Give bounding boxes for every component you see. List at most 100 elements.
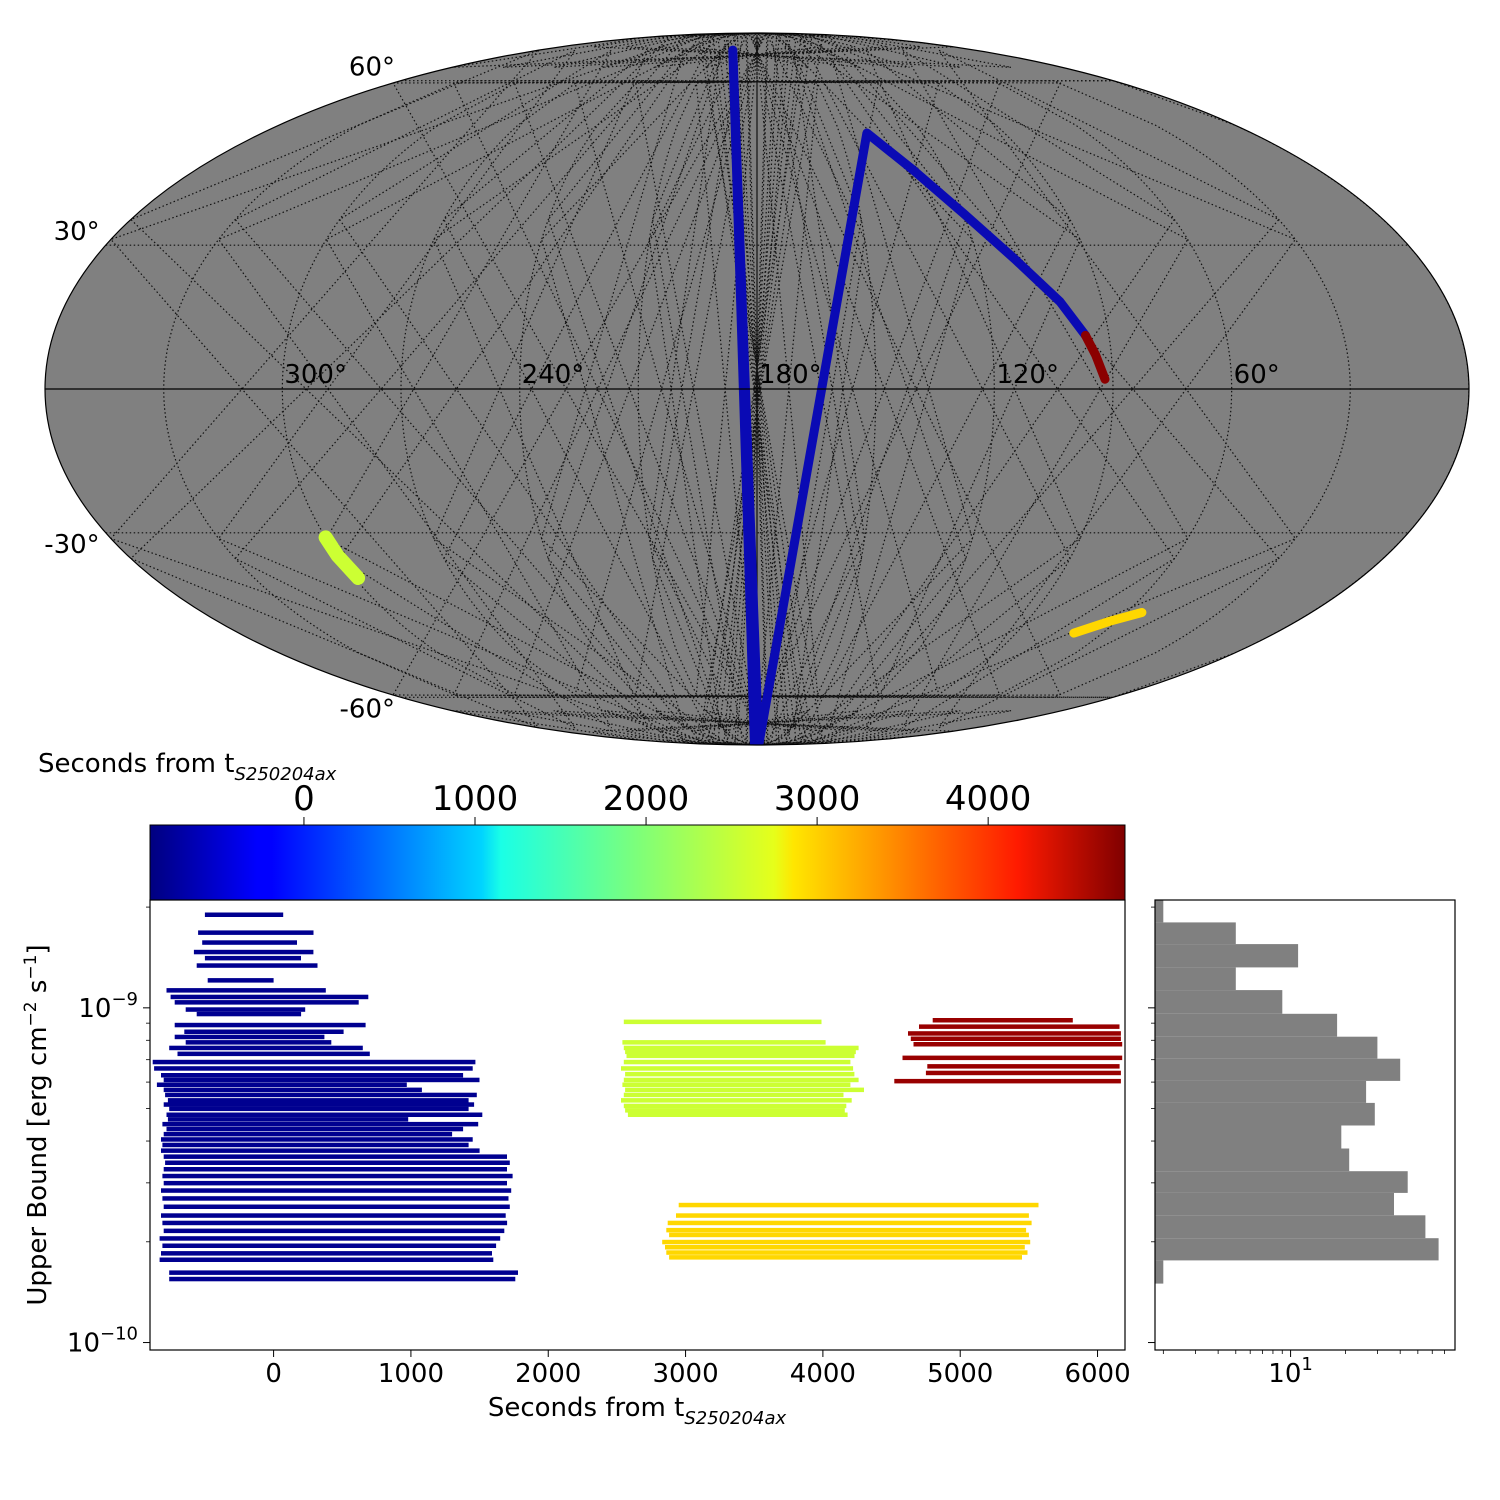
histogram-bar bbox=[1155, 1215, 1426, 1239]
histogram-bar bbox=[1155, 1148, 1350, 1172]
dec-tick-label: -60° bbox=[340, 694, 395, 724]
colorbar-label: Seconds from tS250204ax bbox=[38, 749, 337, 785]
interval-bar-dark-red bbox=[894, 1078, 1121, 1084]
interval-bar-blue bbox=[165, 1160, 510, 1165]
dec-tick-label: 30° bbox=[54, 217, 100, 247]
interval-bar-gold bbox=[667, 1220, 1032, 1226]
interval-bar-gold bbox=[662, 1239, 1031, 1245]
colorbar-gradient bbox=[149, 824, 1126, 901]
interval-bar-blue bbox=[162, 1196, 509, 1201]
x-tick-label: 0 bbox=[265, 1359, 282, 1389]
x-tick-label: 6000 bbox=[1064, 1359, 1130, 1389]
interval-bar-blue bbox=[169, 1270, 518, 1275]
interval-bar-blue bbox=[159, 1257, 494, 1262]
interval-bar-blue bbox=[162, 1121, 479, 1127]
interval-bar-gold bbox=[666, 1227, 1027, 1233]
interval-bar-yellow-green bbox=[625, 1108, 845, 1113]
interval-bar-blue bbox=[167, 1117, 409, 1122]
histogram-bar bbox=[1155, 1192, 1394, 1216]
interval-bar-dark-red bbox=[910, 1036, 1121, 1041]
interval-bar-gold bbox=[669, 1232, 1029, 1238]
interval-bar-blue bbox=[174, 1000, 359, 1005]
colorbar-tick-label: 4000 bbox=[945, 779, 1032, 819]
interval-bar-blue bbox=[207, 978, 274, 983]
x-tick-label: 5000 bbox=[927, 1359, 993, 1389]
interval-bar-blue bbox=[163, 1087, 422, 1093]
ra-tick-label: 60° bbox=[1234, 360, 1280, 390]
y-axis-label: Upper Bound [erg cm−2 s−1] bbox=[21, 944, 53, 1305]
interval-bar-blue bbox=[163, 1204, 510, 1209]
colorbar-tick-label: 1000 bbox=[432, 779, 519, 819]
sky-region-arc-end bbox=[1081, 330, 1110, 384]
interval-bar-blue bbox=[161, 1251, 492, 1256]
interval-bar-yellow-green bbox=[623, 1059, 851, 1065]
interval-bar-blue bbox=[161, 1213, 506, 1218]
colorbar-tick-label: 2000 bbox=[603, 779, 690, 819]
interval-bar-yellow-green bbox=[623, 1045, 859, 1051]
interval-bar-yellow-green bbox=[627, 1112, 848, 1117]
interval-bar-blue bbox=[161, 1073, 464, 1078]
interval-bar-blue bbox=[185, 1040, 332, 1045]
interval-bar-blue bbox=[169, 1106, 469, 1112]
interval-bar-dark-red bbox=[925, 1070, 1121, 1076]
interval-bars bbox=[152, 912, 1123, 1282]
interval-bar-blue bbox=[162, 1142, 469, 1148]
interval-bar-blue bbox=[163, 1167, 507, 1172]
histogram-bar bbox=[1155, 1013, 1338, 1037]
colorbar-tick-label: 3000 bbox=[774, 779, 861, 819]
interval-bar-yellow-green bbox=[621, 1066, 854, 1071]
colorbar-ticks: 0 1000 2000 3000 4000 bbox=[293, 779, 1031, 825]
interval-bar-blue bbox=[161, 1188, 512, 1193]
histogram-bar bbox=[1155, 1058, 1401, 1081]
interval-bar-blue bbox=[166, 1126, 464, 1132]
interval-bar-blue bbox=[193, 949, 314, 955]
interval-bar-yellow-green bbox=[623, 1092, 844, 1098]
histogram-bar bbox=[1155, 922, 1236, 945]
interval-bar-yellow-green bbox=[625, 1049, 856, 1055]
interval-bar-blue bbox=[174, 1034, 325, 1040]
plot-axes: 0 1000 2000 3000 4000 5000 6000 10−9 10−10 bbox=[67, 906, 1131, 1389]
histogram-bar bbox=[1155, 1125, 1342, 1149]
interval-bar-blue bbox=[185, 1007, 306, 1012]
sky-map: 300° 240° 180° 120° 60° 60° 30° -30° -60° bbox=[44, 32, 1470, 746]
histogram: 101 bbox=[1148, 899, 1456, 1389]
sky-map-regions bbox=[318, 45, 1147, 745]
sky-region-arc bbox=[728, 45, 1090, 745]
x-axis-label: Seconds from tS250204ax bbox=[488, 1393, 787, 1429]
interval-bar-yellow-green bbox=[623, 1019, 822, 1025]
ra-tick-label: 180° bbox=[759, 360, 822, 390]
interval-bar-gold bbox=[666, 1250, 1028, 1255]
interval-bar-blue bbox=[174, 1022, 366, 1028]
interval-bar-gold bbox=[665, 1245, 1025, 1250]
interval-bar-dark-red bbox=[919, 1024, 1120, 1029]
colorbar-tick-label: 0 bbox=[293, 779, 315, 819]
histogram-bar bbox=[1155, 967, 1236, 991]
interval-bar-blue bbox=[196, 963, 318, 968]
meridian bbox=[540, 33, 995, 745]
histogram-bar bbox=[1155, 1080, 1367, 1103]
histogram-axes: 101 bbox=[1148, 906, 1445, 1389]
histogram-bar bbox=[1155, 990, 1283, 1014]
plot-frame bbox=[149, 899, 1126, 1351]
interval-bar-blue bbox=[152, 1059, 476, 1065]
x-tick-label: 1000 bbox=[378, 1359, 444, 1389]
interval-bar-yellow-green bbox=[622, 1082, 851, 1087]
interval-bar-gold bbox=[669, 1255, 1022, 1260]
interval-bar-dark-red bbox=[913, 1042, 1123, 1047]
histogram-bar bbox=[1155, 1238, 1439, 1261]
interval-bar-yellow-green bbox=[623, 1103, 847, 1109]
interval-bar-blue bbox=[163, 1077, 480, 1083]
interval-bar-blue bbox=[166, 1112, 483, 1117]
sky-region-south-east bbox=[1069, 608, 1147, 638]
interval-bar-blue bbox=[169, 1045, 363, 1051]
ra-tick-label: 300° bbox=[284, 360, 347, 390]
interval-bar-blue bbox=[161, 1137, 473, 1142]
interval-bar-blue bbox=[167, 1098, 469, 1103]
histogram-bar bbox=[1155, 944, 1299, 968]
interval-bar-blue bbox=[165, 1092, 477, 1098]
sky-region-south-west bbox=[318, 530, 366, 585]
interval-bar-blue bbox=[163, 1180, 507, 1186]
interval-bar-blue bbox=[162, 1243, 497, 1248]
interval-bar-yellow-green bbox=[625, 1071, 855, 1077]
interval-bar-blue bbox=[177, 1051, 370, 1057]
